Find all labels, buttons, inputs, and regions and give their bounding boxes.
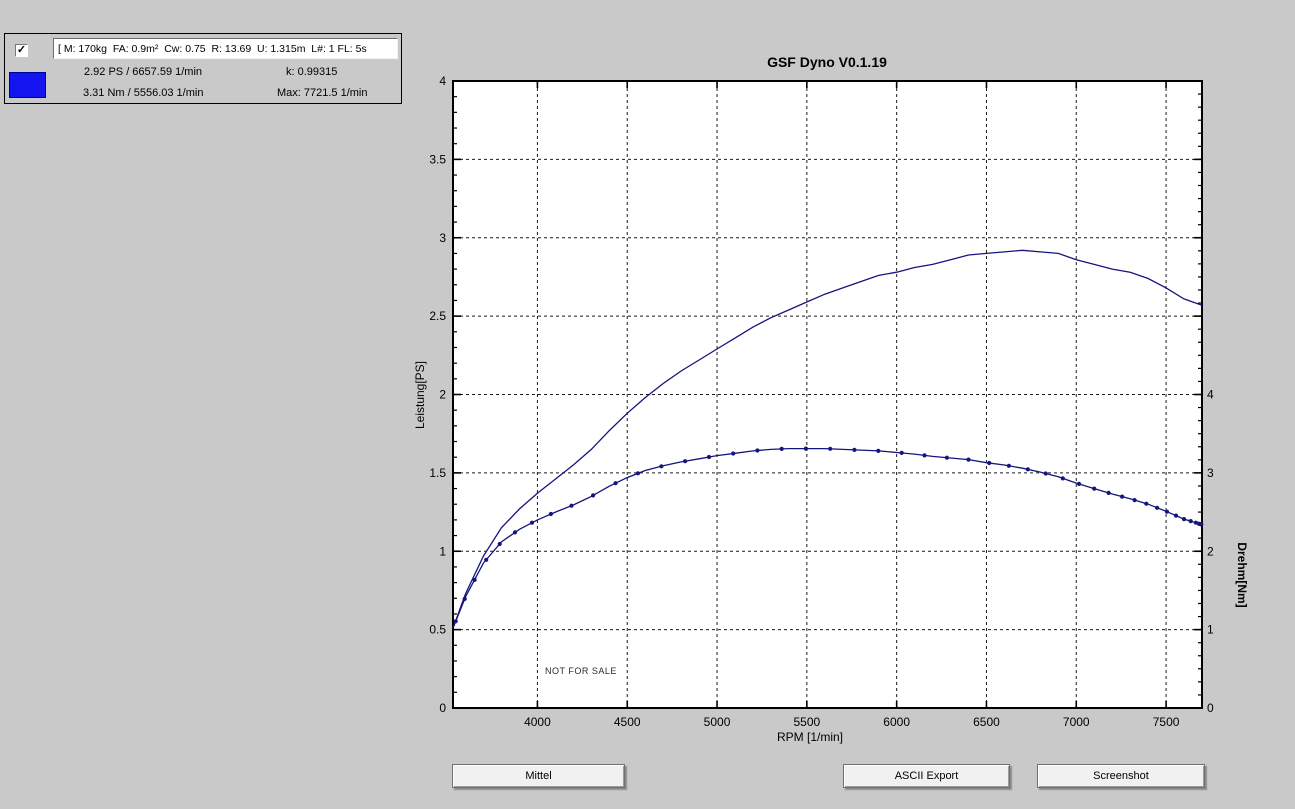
run-info-panel: ✓ 2.92 PS / 6657.59 1/min k: 0.99315 3.3… [4,33,402,104]
svg-text:5000: 5000 [704,715,731,729]
run-parameters-field[interactable] [53,38,398,59]
svg-text:2: 2 [1207,544,1214,558]
svg-text:2: 2 [439,388,446,402]
ascii-export-button[interactable]: ASCII Export [843,764,1010,788]
peak-torque-stat: 3.31 Nm / 5556.03 1/min [83,87,204,99]
y-axis-label-left: Leistung[PS] [413,361,427,429]
y-axis-label-right: Drehm[Nm] [1235,542,1249,607]
svg-text:2.5: 2.5 [429,309,446,323]
peak-power-stat: 2.92 PS / 6657.59 1/min [84,66,203,78]
svg-text:5500: 5500 [793,715,820,729]
svg-text:1: 1 [1207,623,1214,637]
svg-text:4500: 4500 [614,715,641,729]
svg-text:6500: 6500 [973,715,1000,729]
checkmark-icon: ✓ [16,44,27,56]
svg-text:3: 3 [439,231,446,245]
plot-area: 4000 4500 5000 5500 6000 6500 7000 7500 0 0.5 1 1.5… [429,74,1214,729]
watermark-text: NOT FOR SALE [545,666,617,676]
series-color-swatch[interactable] [9,72,46,98]
svg-text:1: 1 [439,544,446,558]
k-factor-stat: k: 0.99315 [286,66,338,78]
svg-text:4: 4 [1207,388,1214,402]
x-axis-label: RPM [1/min] [777,730,843,744]
mittel-button[interactable]: Mittel [452,764,625,788]
run-enable-checkbox[interactable]: ✓ [15,44,28,57]
svg-text:0: 0 [1207,701,1214,715]
svg-text:0: 0 [439,701,446,715]
screenshot-button[interactable]: Screenshot [1037,764,1205,788]
svg-text:4: 4 [439,74,446,88]
svg-text:1.5: 1.5 [429,466,446,480]
svg-text:3.5: 3.5 [429,152,446,166]
svg-text:0.5: 0.5 [429,623,446,637]
svg-text:4000: 4000 [524,715,551,729]
svg-text:6000: 6000 [883,715,910,729]
svg-text:7000: 7000 [1063,715,1090,729]
max-rpm-stat: Max: 7721.5 1/min [277,87,368,99]
svg-text:7500: 7500 [1153,715,1180,729]
chart-title: GSF Dyno V0.1.19 [767,54,887,70]
svg-text:3: 3 [1207,466,1214,480]
